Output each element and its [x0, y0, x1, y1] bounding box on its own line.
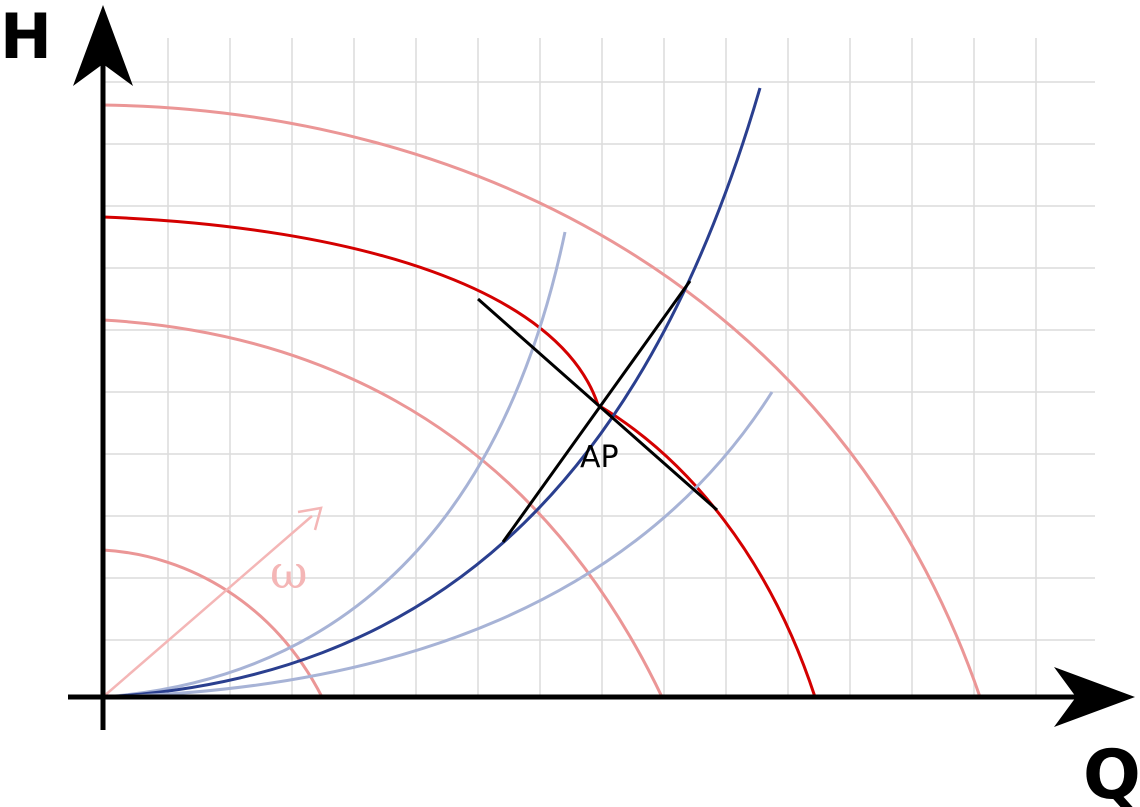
tangent-lines — [477, 280, 718, 543]
operating-point-label: AP — [580, 440, 619, 475]
pump-curve-mid-speed — [102, 318, 664, 698]
pump-curves — [102, 103, 982, 698]
omega-arrow-icon — [102, 506, 323, 698]
y-axis-arrowhead-icon — [73, 5, 133, 86]
pump-curve-low-speed — [102, 548, 324, 698]
pump-curve-tangent — [477, 297, 718, 512]
grid — [103, 38, 1095, 697]
system-curve-steep — [102, 231, 567, 699]
pump-curve-high-speed — [102, 103, 982, 698]
pump-curve-operating-speed — [102, 215, 817, 698]
y-axis-label: H — [0, 0, 52, 73]
x-axis-label: Q — [1083, 736, 1140, 807]
x-axis-arrowhead-icon — [1054, 667, 1135, 727]
system-curve-flat — [102, 391, 774, 699]
axes — [68, 40, 1080, 730]
system-curve-tangent — [501, 280, 692, 543]
omega-label: ω — [270, 545, 308, 599]
